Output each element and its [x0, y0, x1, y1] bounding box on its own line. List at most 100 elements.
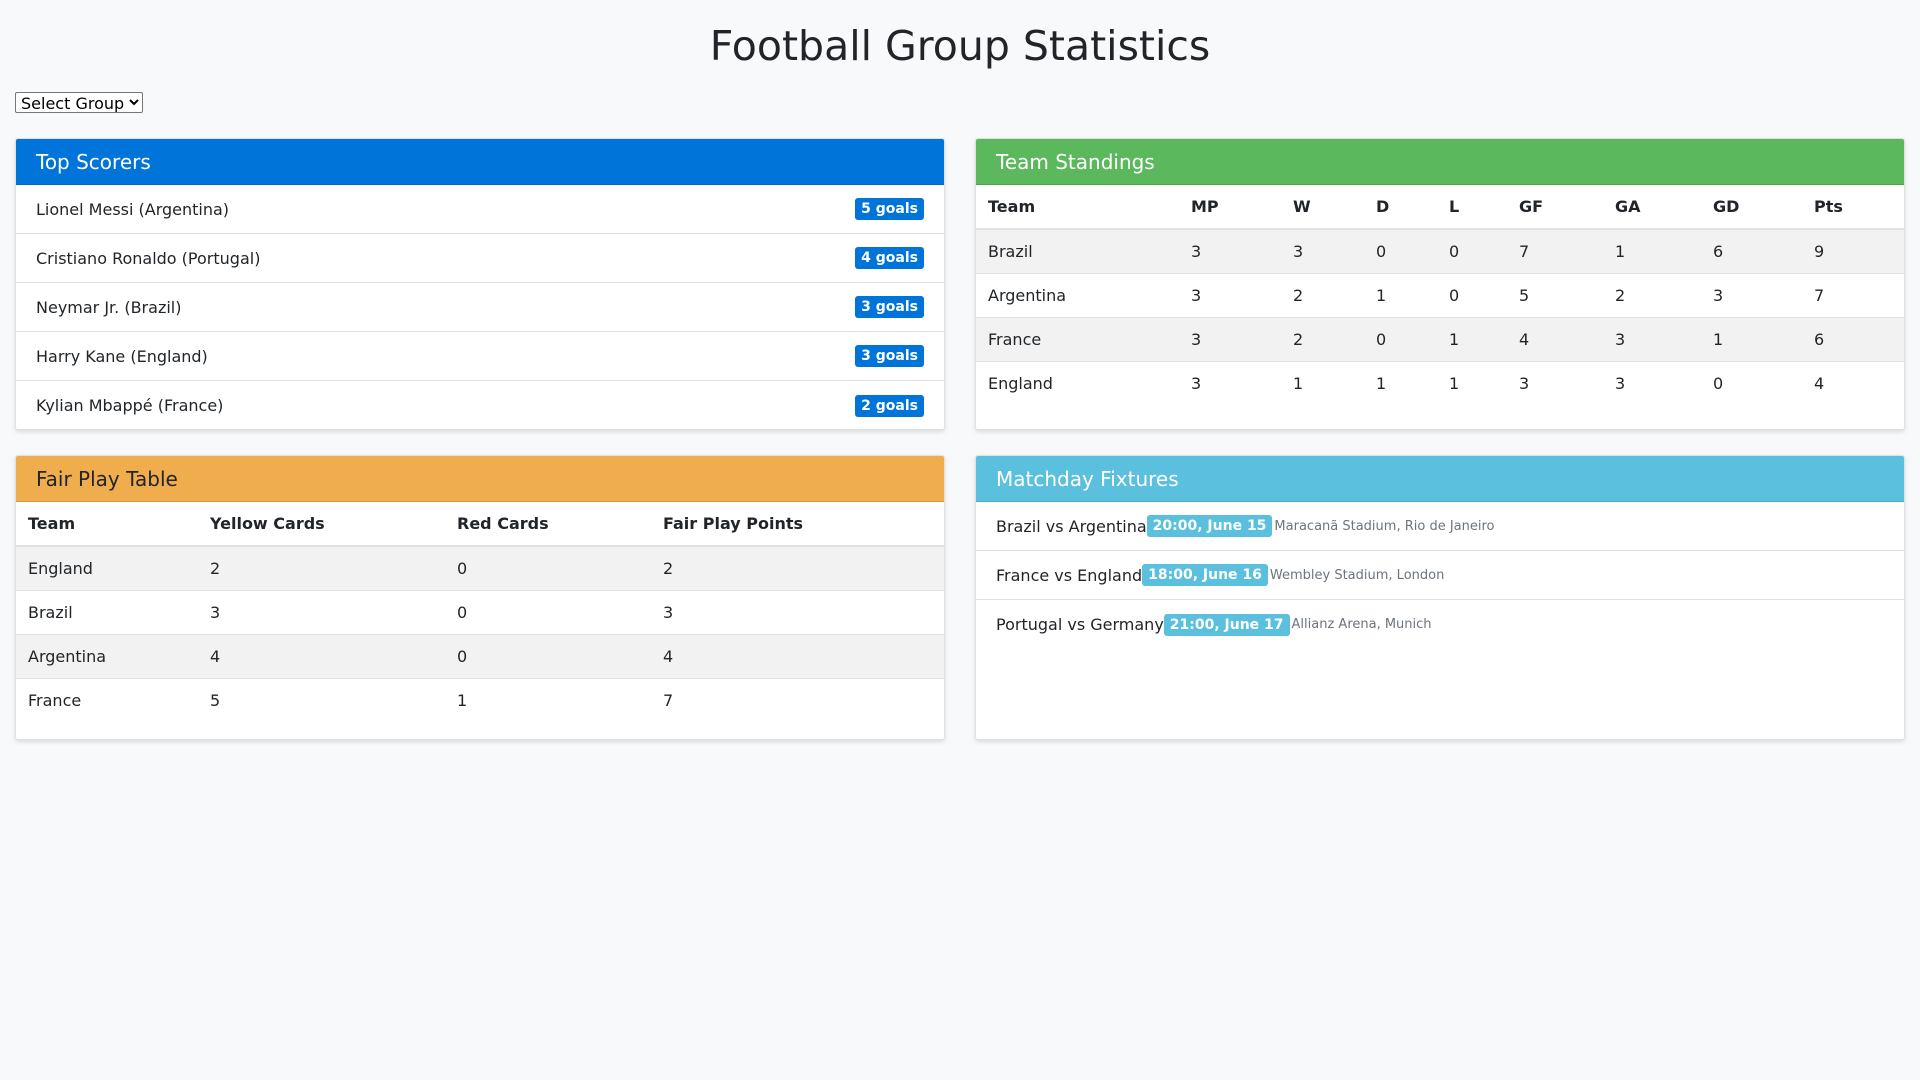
table-cell: 9: [1802, 228, 1904, 273]
scorer-row: Lionel Messi (Argentina) 5 goals: [16, 185, 944, 234]
table-row: Brazil 3 3 0 0 7 1 6 9: [976, 228, 1904, 273]
column-header: Pts: [1802, 185, 1904, 230]
fixtures-card: Matchday Fixtures Brazil vs Argentina 20…: [975, 455, 1905, 740]
scorer-name: Cristiano Ronaldo (Portugal): [36, 248, 261, 268]
scorer-name: Lionel Messi (Argentina): [36, 199, 230, 219]
fair-play-table: Team Yellow Cards Red Cards Fair Play Po…: [16, 502, 944, 722]
table-cell: 7: [651, 677, 944, 722]
column-header: Yellow Cards: [198, 502, 445, 547]
fair-play-header-row: Team Yellow Cards Red Cards Fair Play Po…: [16, 502, 944, 547]
table-cell: Brazil: [16, 589, 198, 634]
scorer-row: Cristiano Ronaldo (Portugal) 4 goals: [16, 234, 944, 283]
column-header: W: [1281, 185, 1364, 230]
table-cell: 2: [1281, 272, 1364, 317]
table-cell: 1: [1701, 316, 1802, 361]
fixture-time-badge: 20:00, June 15: [1146, 515, 1273, 537]
table-cell: 4: [651, 633, 944, 678]
goals-badge: 2 goals: [855, 394, 924, 417]
table-cell: 4: [1802, 360, 1904, 405]
table-cell: 0: [1437, 272, 1507, 317]
table-cell: 0: [1364, 228, 1437, 273]
top-scorers-header: Top Scorers: [16, 139, 944, 185]
fixture-row: Portugal vs Germany 21:00, June 17 Allia…: [976, 600, 1904, 649]
table-cell: 1: [1437, 360, 1507, 405]
fixture-time-badge: 18:00, June 16: [1142, 564, 1268, 586]
table-cell: 0: [1701, 360, 1802, 405]
table-cell: Argentina: [976, 272, 1179, 317]
column-header: GD: [1701, 185, 1802, 230]
table-cell: 3: [1507, 360, 1603, 405]
scorer-name: Harry Kane (England): [36, 346, 208, 366]
table-row: France 5 1 7: [16, 677, 944, 722]
fixture-match: Portugal vs Germany: [996, 615, 1164, 634]
table-cell: England: [16, 545, 198, 590]
table-cell: 0: [1437, 228, 1507, 273]
standings-table: Team MP W D L GF GA GD Pts Brazil 3 3 0 …: [976, 185, 1904, 405]
table-row: France 3 2 0 1 4 3 1 6: [976, 316, 1904, 361]
fair-play-card: Fair Play Table Team Yellow Cards Red Ca…: [15, 455, 945, 740]
table-cell: 3: [1603, 316, 1701, 361]
table-cell: 6: [1802, 316, 1904, 361]
table-cell: England: [976, 360, 1179, 405]
table-cell: 3: [1179, 272, 1281, 317]
fixtures-header: Matchday Fixtures: [976, 456, 1904, 502]
table-cell: 4: [1507, 316, 1603, 361]
table-cell: 6: [1701, 228, 1802, 273]
fixture-row: France vs England 18:00, June 16 Wembley…: [976, 551, 1904, 600]
column-header: GA: [1603, 185, 1701, 230]
table-cell: Argentina: [16, 633, 198, 678]
column-header: GF: [1507, 185, 1603, 230]
group-select[interactable]: Select Group: [15, 92, 143, 113]
fixture-venue: Wembley Stadium, London: [1269, 567, 1445, 583]
page-container: Football Group Statistics: [0, 0, 1920, 92]
scorer-row: Kylian Mbappé (France) 2 goals: [16, 381, 944, 429]
table-cell: 1: [1364, 360, 1437, 405]
table-cell: 1: [445, 677, 651, 722]
table-cell: 7: [1802, 272, 1904, 317]
table-cell: 1: [1364, 272, 1437, 317]
column-header: Fair Play Points: [651, 502, 944, 547]
table-cell: 2: [651, 545, 944, 590]
table-cell: 3: [198, 589, 445, 634]
goals-badge: 3 goals: [855, 296, 924, 318]
goals-badge: 5 goals: [855, 198, 924, 220]
scorer-name: Neymar Jr. (Brazil): [36, 297, 182, 317]
table-cell: 0: [445, 545, 651, 590]
table-cell: France: [16, 677, 198, 722]
table-cell: 7: [1507, 228, 1603, 273]
column-header: MP: [1179, 185, 1281, 230]
fixture-row: Brazil vs Argentina 20:00, June 15 Marac…: [976, 502, 1904, 551]
table-cell: France: [976, 316, 1179, 361]
column-header: Team: [976, 185, 1179, 230]
table-cell: 0: [1364, 316, 1437, 361]
table-cell: 2: [1603, 272, 1701, 317]
column-header: Team: [16, 502, 198, 547]
table-row: England 2 0 2: [16, 545, 944, 590]
table-cell: 3: [1179, 228, 1281, 273]
table-cell: 4: [198, 633, 445, 678]
table-cell: 2: [198, 545, 445, 590]
fixture-venue: Allianz Arena, Munich: [1291, 617, 1432, 632]
table-cell: 3: [1179, 360, 1281, 405]
table-cell: 3: [1281, 228, 1364, 273]
goals-badge: 4 goals: [855, 247, 924, 269]
top-scorers-card: Top Scorers Lionel Messi (Argentina) 5 g…: [15, 138, 945, 430]
fixture-time-badge: 21:00, June 17: [1163, 613, 1290, 636]
table-row: Argentina 4 0 4: [16, 633, 944, 678]
column-header: Red Cards: [445, 502, 651, 547]
table-cell: 0: [445, 589, 651, 634]
column-header: L: [1437, 185, 1507, 230]
table-cell: 3: [1701, 272, 1802, 317]
fixture-venue: Maracanã Stadium, Rio de Janeiro: [1274, 518, 1495, 534]
team-standings-header: Team Standings: [976, 139, 1904, 185]
table-cell: Brazil: [976, 228, 1179, 273]
scorer-row: Harry Kane (England) 3 goals: [16, 332, 944, 381]
fixture-match: France vs England: [996, 565, 1143, 585]
table-cell: 1: [1281, 360, 1364, 405]
page-title: Football Group Statistics: [709, 22, 1211, 70]
table-cell: 5: [198, 677, 445, 722]
table-cell: 3: [1179, 316, 1281, 361]
scorer-name: Kylian Mbappé (France): [36, 396, 224, 415]
table-cell: 3: [651, 589, 944, 634]
table-cell: 0: [445, 633, 651, 678]
